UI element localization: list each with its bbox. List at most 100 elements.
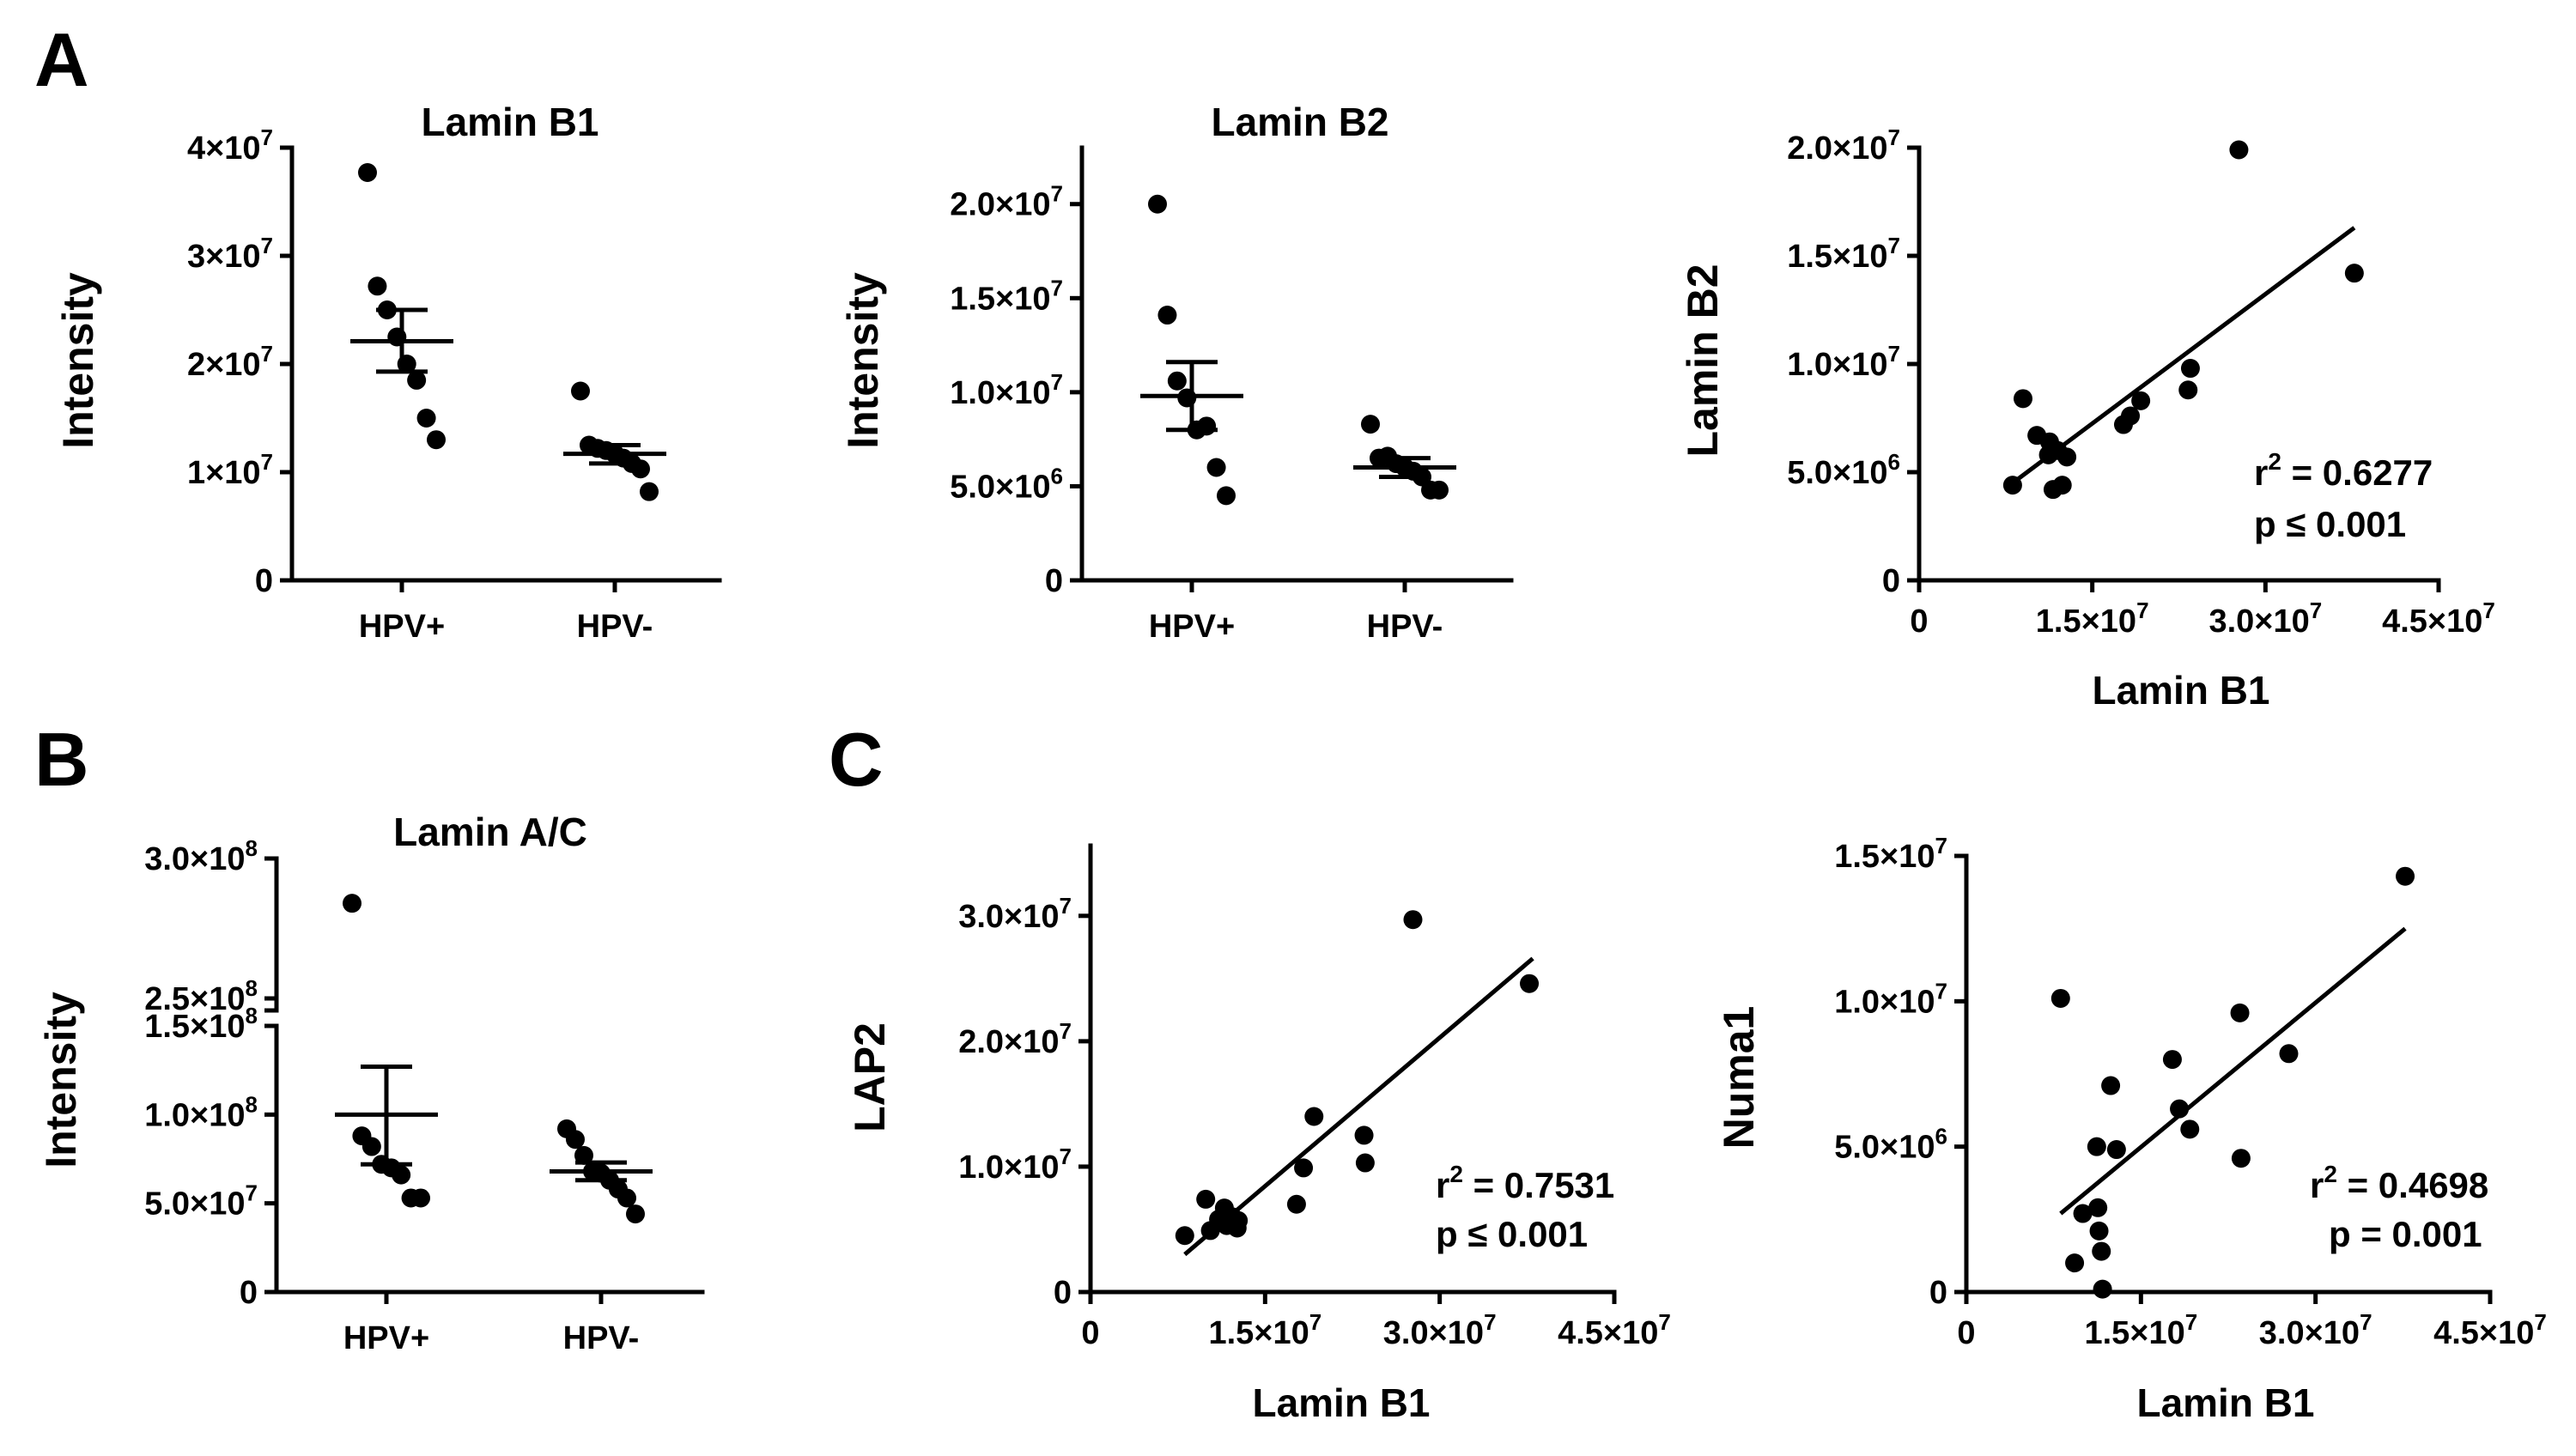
y-tick-label: 2×107 bbox=[187, 341, 273, 383]
data-point bbox=[2050, 988, 2070, 1008]
data-point bbox=[2101, 1076, 2121, 1095]
x-tick-label: 4.5×107 bbox=[2433, 1309, 2547, 1351]
y-tick-label: 5.0×106 bbox=[1834, 1124, 1947, 1166]
y-axis-label: Intensity bbox=[37, 992, 85, 1168]
data-point bbox=[1206, 458, 1226, 477]
data-point bbox=[2178, 380, 2198, 400]
x-tick-label: 1.5×107 bbox=[1208, 1309, 1321, 1351]
data-point bbox=[368, 276, 387, 296]
data-point bbox=[574, 1145, 593, 1165]
p-value-label: p ≤ 0.001 bbox=[2254, 504, 2406, 544]
data-point bbox=[626, 1204, 645, 1224]
data-point bbox=[2180, 359, 2200, 379]
data-point bbox=[358, 162, 377, 182]
data-point bbox=[2092, 1241, 2111, 1261]
data-point bbox=[1354, 1125, 1374, 1145]
x-axis-label: Lamin B1 bbox=[2136, 1380, 2314, 1425]
y-tick-label: 2.0×107 bbox=[1787, 124, 1900, 167]
data-point bbox=[617, 1188, 636, 1208]
data-point bbox=[640, 482, 659, 501]
data-point bbox=[2170, 1099, 2190, 1119]
y-tick-label: 4×107 bbox=[187, 124, 273, 167]
data-point bbox=[1520, 974, 1540, 993]
p-value-label: p = 0.001 bbox=[2329, 1214, 2482, 1254]
x-tick-label: HPV- bbox=[563, 1320, 640, 1356]
y-tick-label: 1.5×107 bbox=[1787, 233, 1900, 275]
y-tick-label: 0 bbox=[1882, 563, 1900, 599]
y-tick-label: 3.0×108 bbox=[144, 835, 258, 877]
chart-title: Lamin A/C bbox=[393, 810, 587, 854]
y-axis-label: Intensity bbox=[54, 272, 102, 449]
data-point bbox=[2229, 140, 2249, 160]
chart-numa1-vs-b1: Numa1 Lamin B1 r2 = 0.4698 p = 0.001 0 5.… bbox=[1715, 833, 2547, 1425]
x-tick-label: 1.5×107 bbox=[2084, 1309, 2197, 1351]
data-point bbox=[1430, 480, 1449, 500]
r-squared-label: r2 = 0.7531 bbox=[1436, 1161, 1614, 1205]
data-point bbox=[2065, 1253, 2085, 1273]
chart-lamin-ac: Lamin A/C Intensity 0 5.0×107 1.0×108 1.5×1… bbox=[37, 810, 705, 1356]
data-point bbox=[1148, 194, 1167, 214]
chart-lamin-b2-vs-b1: Lamin B2 Lamin B1 r2 = 0.6277 p ≤ 0.001 … bbox=[1679, 124, 2495, 713]
chart-lamin-b1: Lamin B1 Intensity 0 1×107 2×107 3×107 4×107… bbox=[54, 100, 722, 645]
data-point bbox=[2121, 406, 2141, 426]
y-tick-label: 1.0×107 bbox=[1834, 978, 1947, 1020]
regression-line bbox=[1183, 956, 1534, 1257]
chart-lap2-vs-b1: LAP2 Lamin B1 r2 = 0.7531 p ≤ 0.001 0 1.0… bbox=[846, 843, 1671, 1425]
y-tick-label: 3×107 bbox=[187, 233, 273, 275]
data-point bbox=[2073, 1204, 2093, 1223]
data-point bbox=[392, 1165, 411, 1185]
data-point bbox=[2088, 1198, 2108, 1217]
data-point bbox=[1196, 1189, 1216, 1209]
x-tick-label: 0 bbox=[1081, 1315, 1099, 1351]
data-point bbox=[2106, 1140, 2126, 1160]
data-point bbox=[1304, 1107, 1324, 1126]
data-point bbox=[571, 381, 590, 401]
data-point bbox=[2093, 1279, 2112, 1299]
y-tick-label: 1.5×107 bbox=[1834, 833, 1947, 875]
data-point bbox=[416, 409, 436, 428]
y-tick-label: 1.5×107 bbox=[950, 275, 1063, 317]
x-tick-label: 4.5×107 bbox=[2382, 598, 2495, 640]
x-tick-label: HPV- bbox=[577, 609, 653, 645]
data-point bbox=[1361, 415, 1380, 434]
data-point bbox=[2089, 1221, 2109, 1241]
data-point bbox=[2052, 476, 2072, 495]
y-tick-label: 1.0×107 bbox=[950, 369, 1063, 411]
y-tick-label: 0 bbox=[1045, 563, 1063, 599]
data-point bbox=[1294, 1158, 1314, 1178]
x-tick-label: 3.0×107 bbox=[1383, 1309, 1497, 1351]
y-tick-label: 1×107 bbox=[187, 449, 273, 491]
data-point bbox=[2344, 264, 2364, 283]
data-point bbox=[2002, 476, 2022, 495]
y-tick-label: 0 bbox=[255, 563, 273, 599]
data-point bbox=[566, 1130, 585, 1150]
data-point bbox=[1286, 1194, 1306, 1214]
y-axis-label: Numa1 bbox=[1715, 1006, 1763, 1150]
x-tick-label: 0 bbox=[1957, 1315, 1975, 1351]
y-tick-label: 3.0×107 bbox=[958, 893, 1072, 935]
y-tick-label: 0 bbox=[1929, 1275, 1947, 1311]
regression-line bbox=[2011, 226, 2356, 485]
x-tick-label: HPV+ bbox=[343, 1320, 429, 1356]
data-point bbox=[411, 1188, 430, 1208]
data-point bbox=[2014, 389, 2032, 409]
data-point bbox=[407, 370, 427, 390]
y-axis-label: LAP2 bbox=[846, 1022, 894, 1132]
data-point bbox=[2279, 1044, 2299, 1064]
y-axis-label: Lamin B2 bbox=[1679, 264, 1727, 457]
x-tick-label: HPV+ bbox=[1149, 609, 1235, 645]
y-tick-label: 2.0×107 bbox=[950, 181, 1063, 223]
data-point bbox=[427, 430, 446, 450]
chart-title: Lamin B2 bbox=[1211, 100, 1388, 144]
data-point bbox=[2057, 447, 2077, 467]
data-point bbox=[1403, 910, 1423, 930]
data-point bbox=[2131, 391, 2151, 410]
chart-lamin-b2: Lamin B2 Intensity 0 5.0×106 1.0×107 1.5×10… bbox=[839, 100, 1514, 645]
x-tick-label: HPV- bbox=[1367, 609, 1443, 645]
x-axis-label: Lamin B1 bbox=[2092, 668, 2269, 713]
chart-title: Lamin B1 bbox=[421, 100, 598, 144]
data-point bbox=[2230, 1003, 2250, 1022]
data-point bbox=[1175, 1226, 1194, 1246]
panel-label-c: C bbox=[829, 717, 884, 802]
